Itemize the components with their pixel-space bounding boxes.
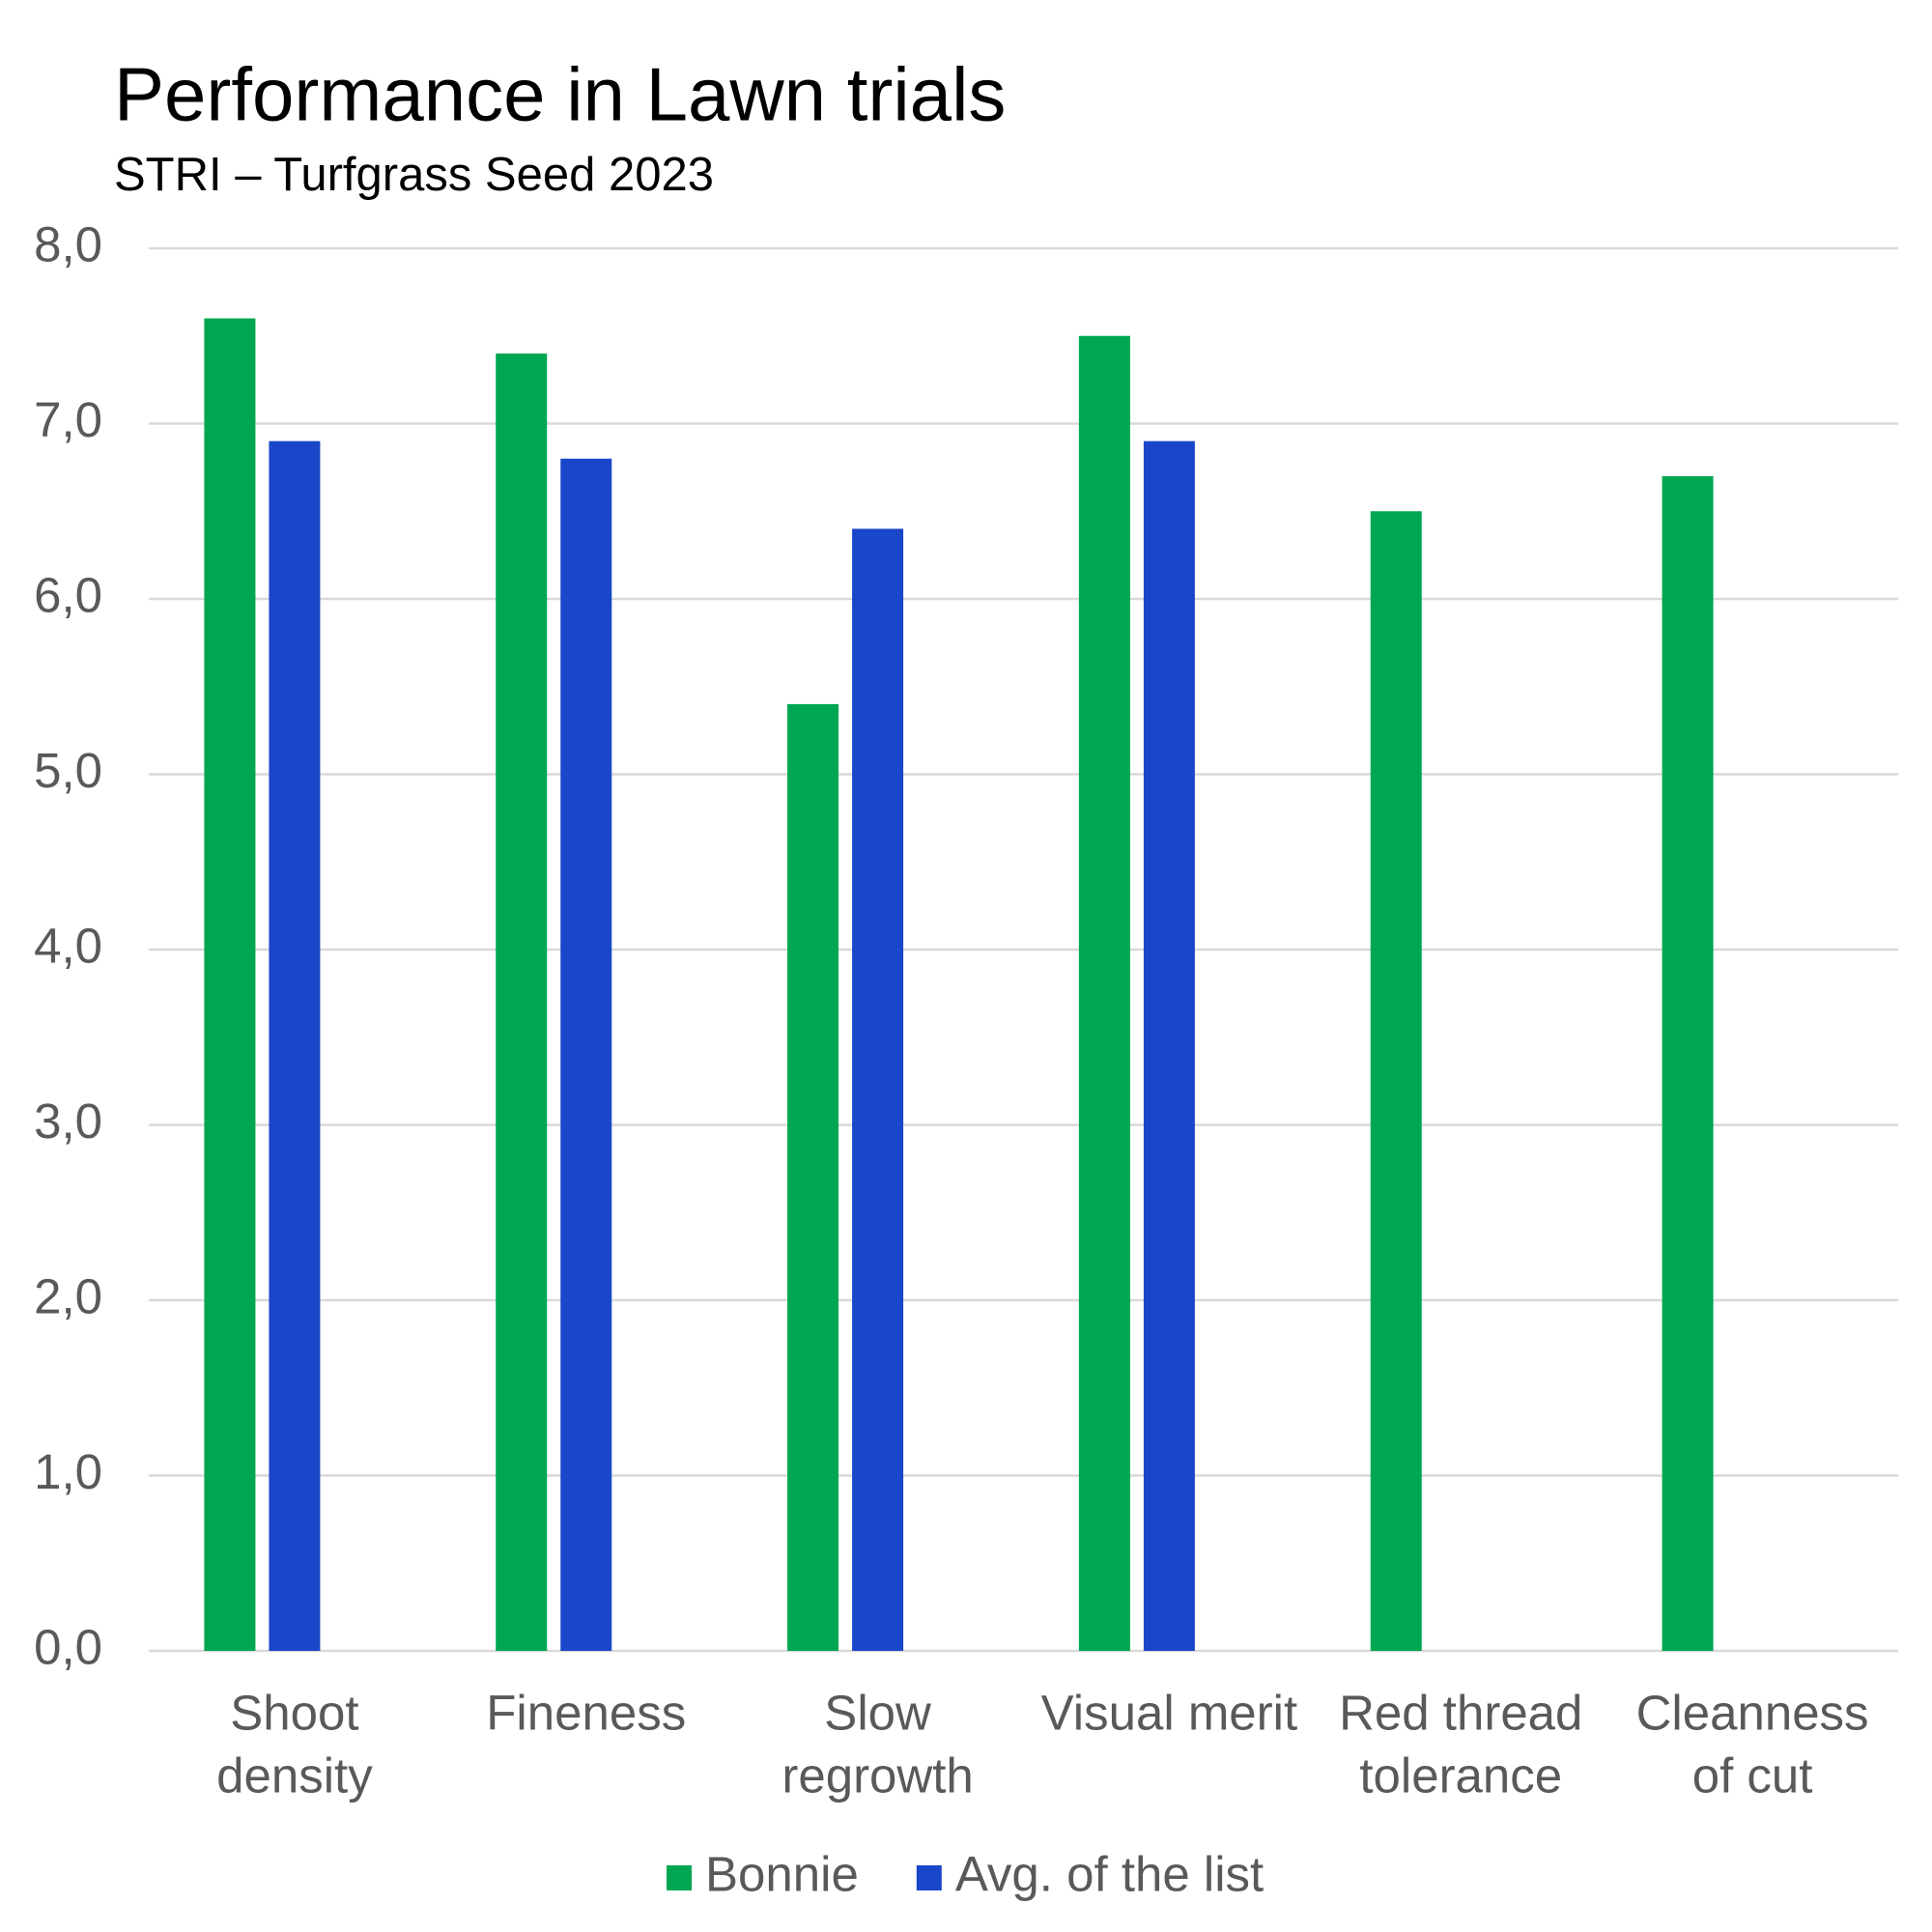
bar: [560, 458, 612, 1651]
y-tick-label: 4,0: [34, 918, 102, 973]
chart-subtitle: STRI – Turfgrass Seed 2023: [114, 149, 714, 201]
y-tick-label: 0,0: [34, 1619, 102, 1674]
bar: [204, 318, 256, 1652]
y-tick-label: 6,0: [34, 567, 102, 622]
x-tick-label: Shoot: [230, 1685, 358, 1740]
x-tick-label: Visual merit: [1041, 1685, 1297, 1740]
x-tick-label: regrowth: [781, 1747, 973, 1803]
y-tick-label: 7,0: [34, 392, 102, 447]
legend-label: Avg. of the list: [955, 1846, 1264, 1901]
legend-swatch: [916, 1865, 942, 1890]
chart-title: Performance in Lawn trials: [114, 52, 1006, 137]
x-tick-label: of cut: [1692, 1747, 1813, 1803]
y-tick-label: 2,0: [34, 1268, 102, 1323]
x-tick-label: Cleanness: [1636, 1685, 1869, 1740]
y-tick-label: 8,0: [34, 216, 102, 271]
x-tick-label: Slow: [824, 1685, 931, 1740]
bar: [496, 353, 548, 1651]
bar: [1662, 475, 1714, 1652]
bar: [1078, 335, 1130, 1651]
y-tick-label: 1,0: [34, 1444, 102, 1499]
bar: [269, 440, 321, 1651]
bar: [787, 703, 839, 1651]
y-tick-label: 5,0: [34, 743, 102, 798]
legend-swatch: [667, 1865, 692, 1890]
x-tick-label: Red thread: [1339, 1685, 1582, 1740]
bar: [1143, 440, 1195, 1651]
x-tick-label: tolerance: [1359, 1747, 1562, 1803]
y-tick-label: 3,0: [34, 1094, 102, 1149]
bar: [1370, 511, 1422, 1651]
legend-label: Bonnie: [705, 1846, 859, 1901]
bar: [852, 528, 904, 1651]
x-tick-label: density: [216, 1747, 373, 1803]
x-tick-label: Fineness: [486, 1685, 686, 1740]
